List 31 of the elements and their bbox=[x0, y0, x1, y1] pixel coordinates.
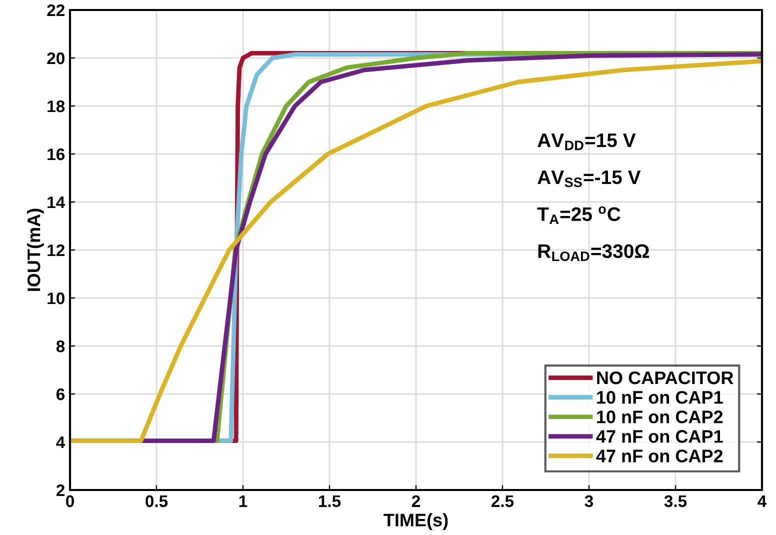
legend-label: 47 nF on CAP1 bbox=[596, 430, 723, 443]
y-tick-label: 8 bbox=[56, 340, 65, 352]
x-tick-label: 1 bbox=[239, 495, 248, 507]
x-tick-label: 3 bbox=[584, 495, 594, 508]
x-tick-label: 4 bbox=[758, 495, 767, 507]
x-tick-label: 1.5 bbox=[318, 495, 341, 508]
x-tick-label: 3.5 bbox=[664, 495, 687, 508]
legend-label: NO CAPACITOR bbox=[597, 371, 734, 384]
annotation: AV$_{DD}$=15 V bbox=[538, 134, 636, 150]
annotation: R$_{LOAD}$=330Ω bbox=[538, 244, 649, 262]
y-axis-title: IOUT(mA) bbox=[26, 208, 44, 291]
x-tick-label: 0.5 bbox=[146, 495, 168, 508]
y-tick-label: 12 bbox=[48, 244, 64, 256]
y-tick-label: 18 bbox=[48, 100, 65, 112]
legend-label: 10 nF on CAP2 bbox=[597, 410, 723, 424]
legend-label: 47 nF on CAP2 bbox=[596, 450, 723, 462]
annotation: AV$_{SS}$=-15 V bbox=[538, 170, 641, 188]
y-tick-label: 6 bbox=[56, 388, 65, 400]
x-tick-label: 2 bbox=[412, 495, 420, 507]
legend-label: 10 nF on CAP1 bbox=[597, 390, 723, 404]
y-tick-label: 20 bbox=[47, 52, 64, 64]
y-tick-label: 10 bbox=[48, 292, 64, 304]
x-tick-label: 0 bbox=[66, 495, 74, 508]
x-axis-title: TIME(s) bbox=[384, 513, 448, 530]
y-tick-label: 4 bbox=[56, 436, 66, 448]
y-tick-label: 22 bbox=[47, 4, 64, 16]
y-tick-label: 14 bbox=[48, 196, 66, 208]
y-tick-label: 16 bbox=[48, 148, 65, 160]
y-tick-label: 2 bbox=[56, 484, 64, 496]
x-tick-label: 2.5 bbox=[491, 495, 514, 508]
annotation: T$_{A}$=25 $^{o}$C bbox=[537, 206, 620, 224]
